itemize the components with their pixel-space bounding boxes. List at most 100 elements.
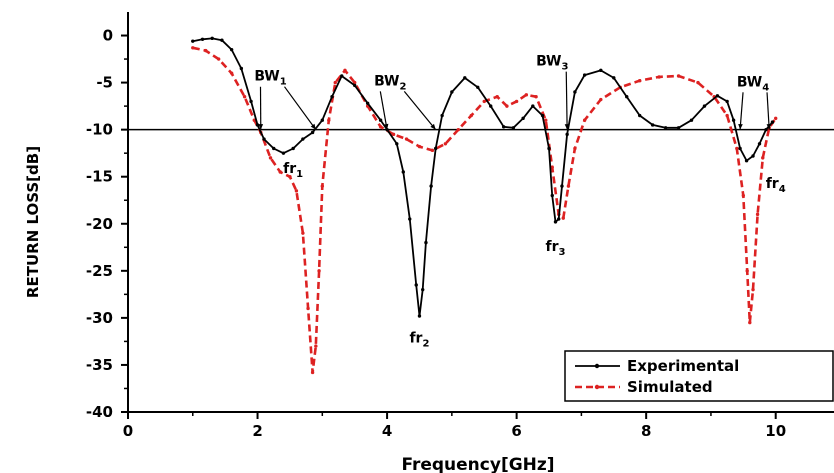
data-point-experimental (663, 126, 668, 130)
data-point-experimental (599, 68, 603, 73)
data-point-experimental (365, 101, 370, 105)
data-point-experimental (770, 120, 775, 124)
data-point-experimental (553, 220, 558, 224)
data-point-simulated (748, 320, 752, 325)
y-tick-label: -35 (86, 356, 113, 374)
data-point-experimental (476, 85, 480, 89)
data-point-experimental (521, 116, 525, 121)
data-point-experimental (676, 126, 681, 130)
data-point-simulated (561, 216, 565, 220)
data-point-experimental (573, 90, 577, 94)
data-point-experimental (330, 95, 334, 99)
data-point-simulated (582, 118, 587, 122)
data-point-experimental (531, 104, 535, 108)
series-line-simulated (192, 46, 777, 374)
data-point-experimental (340, 74, 344, 78)
data-point-simulated (774, 116, 778, 121)
data-point-simulated (378, 125, 383, 129)
data-point-experimental (689, 118, 694, 122)
data-point-simulated (544, 118, 548, 122)
data-point-simulated (301, 231, 305, 235)
annotation-bw3: BW3 (536, 54, 568, 73)
data-point-experimental (239, 66, 244, 71)
annotation-arrowhead (310, 123, 316, 130)
x-tick-label: 4 (382, 422, 392, 440)
data-point-simulated (216, 57, 221, 61)
data-point-experimental (229, 47, 234, 52)
data-point-simulated (310, 370, 315, 375)
annotation-arrowhead (430, 123, 436, 130)
data-point-simulated (278, 170, 282, 174)
legend: Experimental Simulated (564, 350, 834, 402)
data-point-simulated (599, 97, 603, 102)
data-point-simulated (327, 118, 331, 122)
data-point-experimental (272, 146, 276, 151)
data-point-simulated (524, 93, 529, 97)
data-point-simulated (482, 99, 486, 104)
data-point-experimental (557, 217, 561, 221)
data-point-experimental (540, 113, 545, 118)
data-point-experimental (764, 127, 768, 132)
x-tick-label: 8 (641, 422, 651, 440)
data-point-simulated (755, 212, 760, 217)
data-point-simulated (469, 113, 473, 118)
data-point-experimental (301, 137, 305, 141)
data-point-experimental (702, 104, 707, 108)
data-point-experimental (547, 146, 551, 151)
x-axis-label: Frequency[GHz] (401, 455, 554, 473)
annotation-arrowhead (258, 124, 264, 130)
data-point-simulated (505, 104, 509, 108)
data-point-simulated (314, 344, 318, 348)
data-point-experimental (378, 118, 383, 122)
data-point-experimental (421, 287, 425, 292)
data-point-simulated (229, 71, 234, 75)
data-point-experimental (637, 113, 642, 118)
y-tick-label: -10 (86, 121, 113, 139)
series-layer (191, 36, 778, 375)
data-point-experimental (429, 184, 433, 188)
annotation-arrow (739, 92, 744, 130)
data-point-simulated (676, 74, 681, 78)
data-point-simulated (495, 95, 499, 99)
data-point-simulated (317, 269, 321, 273)
data-point-simulated (306, 306, 310, 311)
annotation-arrowhead (564, 124, 570, 130)
annotation-arrow (565, 71, 568, 130)
data-point-simulated (761, 156, 765, 160)
data-point-simulated (242, 95, 247, 99)
data-point-simulated (417, 144, 422, 149)
data-point-experimental (757, 142, 762, 146)
data-point-simulated (534, 95, 538, 99)
data-point-experimental (395, 142, 399, 146)
legend-label-simulated: Simulated (627, 378, 713, 396)
data-point-experimental (220, 38, 224, 42)
annotation-fr1: fr1 (283, 161, 303, 180)
x-tick-label: 6 (511, 422, 521, 440)
data-point-experimental (310, 130, 315, 135)
data-point-simulated (352, 80, 357, 85)
data-point-simulated (741, 193, 746, 198)
data-point-experimental (320, 118, 325, 122)
data-point-simulated (191, 46, 195, 50)
annotation-arrowhead (383, 123, 389, 130)
data-point-simulated (735, 146, 739, 151)
data-point-simulated (268, 156, 273, 160)
data-point-experimental (725, 99, 729, 104)
data-point-simulated (430, 148, 435, 153)
data-point-simulated (320, 184, 325, 188)
data-point-simulated (751, 287, 755, 292)
data-point-experimental (249, 99, 253, 104)
x-tick-label: 2 (252, 422, 262, 440)
data-point-experimental (291, 146, 295, 151)
data-point-experimental (424, 240, 428, 245)
legend-marker-experimental (594, 363, 600, 369)
data-point-experimental (650, 123, 655, 127)
legend-box (564, 350, 834, 402)
y-tick-label: -5 (96, 74, 113, 92)
data-point-simulated (391, 132, 396, 137)
data-point-simulated (333, 80, 337, 85)
annotation-arrow (403, 91, 437, 131)
data-point-simulated (294, 189, 299, 193)
data-point-experimental (511, 126, 516, 130)
